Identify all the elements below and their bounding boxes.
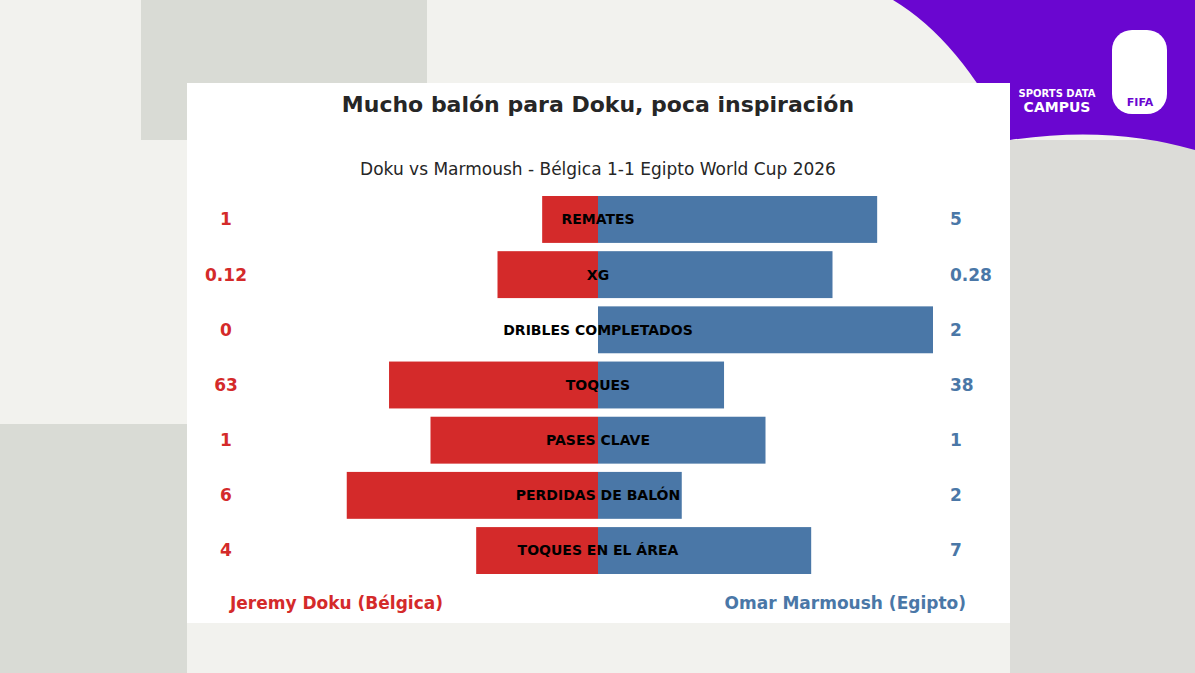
fifa-text: FIFA <box>1127 96 1154 109</box>
series-name: Jeremy Doku (Bélgica) <box>229 593 443 613</box>
category-label: DRIBLES COMPLETADOS <box>503 322 692 338</box>
brand-text: CAMPUS <box>1024 99 1091 115</box>
data-label: 6 <box>220 485 232 505</box>
data-label: 5 <box>950 209 962 229</box>
fifa-logo <box>1112 30 1167 114</box>
bg-block <box>1010 140 1195 673</box>
data-label: 2 <box>950 320 962 340</box>
category-label: TOQUES EN EL ÁREA <box>518 542 679 558</box>
category-label: REMATES <box>561 211 634 227</box>
data-label: 38 <box>950 375 974 395</box>
data-label: 1 <box>220 430 232 450</box>
brand-text: SPORTS DATA <box>1019 88 1096 99</box>
category-label: PASES CLAVE <box>546 432 650 448</box>
bar <box>498 251 599 298</box>
data-label: 7 <box>950 540 962 560</box>
data-label: 0.12 <box>205 265 247 285</box>
data-label: 0.28 <box>950 265 992 285</box>
series-name: Omar Marmoush (Egipto) <box>725 593 966 613</box>
bg-block <box>0 424 187 673</box>
title: Mucho balón para Doku, poca inspiración <box>342 92 854 117</box>
panel <box>187 83 1010 623</box>
bar <box>598 251 833 298</box>
data-label: 4 <box>220 540 232 560</box>
data-label: 2 <box>950 485 962 505</box>
data-label: 1 <box>950 430 962 450</box>
chart-root: SPORTS DATACAMPUS FIFA Mucho balón para Do… <box>0 0 1195 673</box>
subtitle: Doku vs Marmoush - Bélgica 1-1 Egipto Wo… <box>360 159 836 179</box>
labels: REMATES 1 5 XG 0.12 0.28 DRIBLES COMPLETADOS 0 2… <box>205 209 992 613</box>
bars <box>347 196 933 574</box>
background <box>0 0 1195 673</box>
bar <box>598 196 877 243</box>
category-label: PERDIDAS DE BALÓN <box>516 486 680 503</box>
data-label: 1 <box>220 209 232 229</box>
data-label: 63 <box>214 375 238 395</box>
category-label: XG <box>587 267 609 283</box>
category-label: TOQUES <box>566 377 630 393</box>
data-label: 0 <box>220 320 232 340</box>
